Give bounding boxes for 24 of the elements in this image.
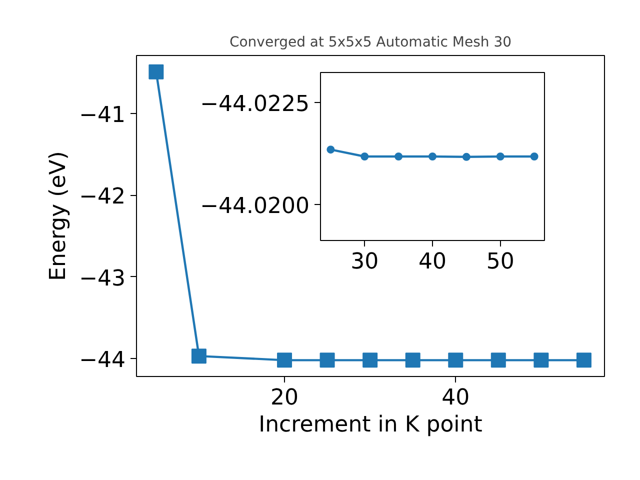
y-tick-label: −44.0225: [200, 92, 310, 118]
y-tick-label: −41: [79, 102, 126, 128]
point: [148, 64, 164, 80]
x-tick-label: 20: [270, 386, 299, 410]
y-tick-label: −43: [79, 266, 126, 292]
y-axis-title: Energy (eV): [46, 151, 72, 281]
point: [191, 348, 206, 364]
y-tick-label: −44: [79, 348, 126, 374]
point: [448, 352, 464, 368]
point: [277, 352, 292, 368]
x-tick-label: 30: [350, 250, 379, 274]
point: [490, 352, 506, 368]
point: [405, 352, 420, 368]
point: [576, 352, 592, 368]
point: [534, 352, 549, 368]
x-axis-title: Increment in K point: [258, 412, 483, 438]
y-tick-label: −42: [79, 184, 126, 210]
y-tick-label: −44.0200: [200, 194, 310, 220]
x-tick-label: 40: [418, 250, 447, 274]
chart-title: Converged at 5x5x5 Automatic Mesh 30: [229, 34, 512, 50]
x-tick-label: 40: [442, 386, 470, 410]
point: [320, 352, 335, 368]
point: [362, 352, 378, 368]
x-tick-label: 50: [486, 250, 514, 274]
